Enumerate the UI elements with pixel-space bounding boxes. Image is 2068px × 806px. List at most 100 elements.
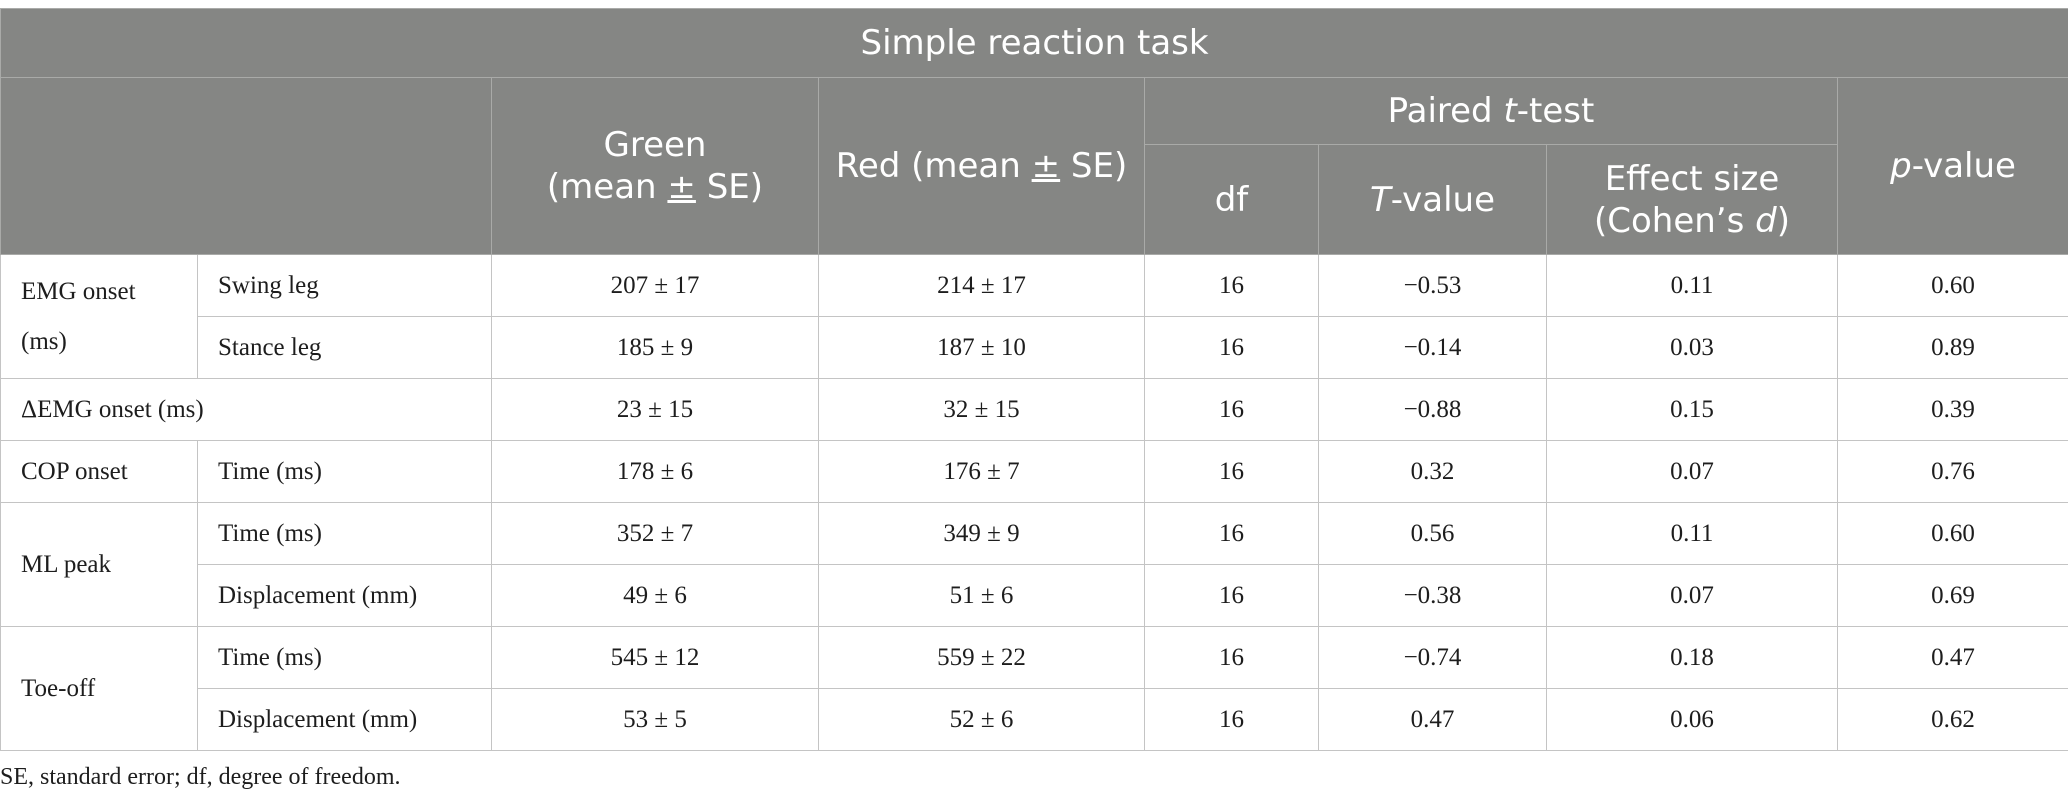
results-table-container: Simple reaction task Green (mean ± SE) R…: [0, 8, 2068, 751]
header-tvalue-T: T: [1369, 179, 1391, 220]
header-tvalue: T-value: [1318, 144, 1547, 255]
cell-df: 16: [1144, 254, 1319, 317]
row-sublabel: Swing leg: [197, 254, 492, 317]
row-sublabel: Displacement (mm): [197, 564, 492, 627]
cell-pvalue: 0.76: [1836, 440, 2068, 503]
header-paired-ttest: Paired t-test: [1144, 77, 1838, 145]
cell-tvalue: 0.47: [1318, 688, 1547, 751]
table-row: COP onset Time (ms) 178 ± 6 176 ± 7 16 0…: [0, 440, 2068, 503]
header-paired-t: t: [1503, 91, 1517, 131]
header-paired-b: -test: [1516, 91, 1595, 131]
cell-green: 545 ± 12: [491, 626, 819, 689]
cell-pvalue: 0.60: [1836, 254, 2068, 317]
cell-green: 352 ± 7: [491, 502, 819, 565]
header-effect-size: Effect size (Cohen’s d): [1546, 144, 1838, 255]
table-row: ML peak Time (ms) 352 ± 7 349 ± 9 16 0.5…: [0, 502, 2068, 627]
header-effect-line2-b: ): [1776, 200, 1790, 241]
table-row: Toe-off Time (ms) 545 ± 12 559 ± 22 16 −…: [0, 626, 2068, 751]
header-effect-d: d: [1755, 200, 1777, 241]
row-sublabel: Stance leg: [197, 316, 492, 379]
table-row: Stance leg 185 ± 9 187 ± 10 16 −0.14 0.0…: [1, 316, 2068, 379]
group-toe-off: Toe-off: [0, 626, 198, 751]
row-sublabel: Displacement (mm): [197, 688, 492, 751]
cell-red: 32 ± 15: [818, 378, 1145, 441]
cell-pvalue: 0.47: [1836, 626, 2068, 689]
header-tvalue-rest: -value: [1390, 179, 1495, 220]
header-pvalue: p-value: [1836, 77, 2068, 255]
cell-tvalue: −0.14: [1318, 316, 1547, 379]
cell-effect: 0.11: [1546, 254, 1838, 317]
cell-tvalue: −0.38: [1318, 564, 1547, 627]
group-delta-emg: ΔEMG onset (ms): [0, 378, 492, 441]
table-row: Displacement (mm) 53 ± 5 52 ± 6 16 0.47 …: [1, 688, 2068, 751]
cell-pvalue: 0.62: [1836, 688, 2068, 751]
cell-effect: 0.15: [1546, 378, 1838, 441]
cell-effect: 0.06: [1546, 688, 1838, 751]
cell-df: 16: [1144, 378, 1319, 441]
cell-red: 51 ± 6: [818, 564, 1145, 627]
cell-df: 16: [1144, 502, 1319, 565]
header-red-a: Red (mean: [835, 146, 1032, 186]
cell-red: 187 ± 10: [818, 316, 1145, 379]
cell-tvalue: −0.88: [1318, 378, 1547, 441]
header-red-pm: ±: [1031, 146, 1061, 186]
header-green-pm: ±: [667, 167, 696, 207]
header-green: Green (mean ± SE): [491, 77, 819, 255]
cell-effect: 0.07: [1546, 440, 1838, 503]
row-sublabel: Time (ms): [197, 626, 492, 689]
cell-red: 214 ± 17: [818, 254, 1145, 317]
group-emg-onset-line2: (ms): [21, 327, 67, 355]
cell-pvalue: 0.39: [1836, 378, 2068, 441]
cell-green: 207 ± 17: [491, 254, 819, 317]
cell-tvalue: 0.56: [1318, 502, 1547, 565]
cell-pvalue: 0.89: [1836, 316, 2068, 379]
cell-green: 178 ± 6: [491, 440, 819, 503]
cell-effect: 0.18: [1546, 626, 1838, 689]
cell-df: 16: [1144, 440, 1319, 503]
table-row: EMG onset (ms) Swing leg 207 ± 17 214 ± …: [0, 254, 2068, 379]
cell-tvalue: −0.74: [1318, 626, 1547, 689]
table-footnote: SE, standard error; df, degree of freedo…: [0, 764, 401, 790]
header-green-line1: Green: [603, 125, 707, 165]
header-blank: [0, 77, 492, 255]
cell-effect: 0.03: [1546, 316, 1838, 379]
cell-green: 49 ± 6: [491, 564, 819, 627]
cell-df: 16: [1144, 316, 1319, 379]
header-red: Red (mean ± SE): [818, 77, 1145, 255]
group-ml-peak: ML peak: [0, 502, 198, 627]
cell-green: 185 ± 9: [491, 316, 819, 379]
cell-effect: 0.07: [1546, 564, 1838, 627]
header-pvalue-p: p: [1890, 146, 1912, 186]
cell-green: 53 ± 5: [491, 688, 819, 751]
header-red-b: SE): [1060, 146, 1128, 186]
row-sublabel: Time (ms): [197, 440, 492, 503]
cell-red: 176 ± 7: [818, 440, 1145, 503]
group-emg-onset-line1: EMG onset: [21, 277, 136, 305]
header-green-line2-b: SE): [695, 167, 764, 207]
header-df: df: [1144, 144, 1319, 255]
cell-df: 16: [1144, 688, 1319, 751]
header-effect-line1: Effect size: [1604, 158, 1780, 199]
cell-tvalue: −0.53: [1318, 254, 1547, 317]
cell-red: 559 ± 22: [818, 626, 1145, 689]
header-effect-line2-a: (Cohen’s: [1593, 200, 1756, 241]
header-pvalue-rest: -value: [1911, 146, 2016, 186]
header-paired-a: Paired: [1387, 91, 1504, 131]
cell-df: 16: [1144, 564, 1319, 627]
table-row: Displacement (mm) 49 ± 6 51 ± 6 16 −0.38…: [1, 564, 2068, 627]
group-emg-onset: EMG onset (ms): [0, 254, 198, 379]
cell-red: 52 ± 6: [818, 688, 1145, 751]
cell-effect: 0.11: [1546, 502, 1838, 565]
header-green-line2-a: (mean: [546, 167, 668, 207]
cell-df: 16: [1144, 626, 1319, 689]
row-sublabel: Time (ms): [197, 502, 492, 565]
group-cop-onset: COP onset: [0, 440, 198, 503]
cell-red: 349 ± 9: [818, 502, 1145, 565]
cell-pvalue: 0.69: [1836, 564, 2068, 627]
results-table: Simple reaction task Green (mean ± SE) R…: [0, 8, 2068, 751]
table-row: ΔEMG onset (ms) 23 ± 15 32 ± 15 16 −0.88…: [0, 378, 2068, 441]
table-title: Simple reaction task: [0, 8, 2068, 78]
cell-green: 23 ± 15: [491, 378, 819, 441]
cell-tvalue: 0.32: [1318, 440, 1547, 503]
cell-pvalue: 0.60: [1836, 502, 2068, 565]
